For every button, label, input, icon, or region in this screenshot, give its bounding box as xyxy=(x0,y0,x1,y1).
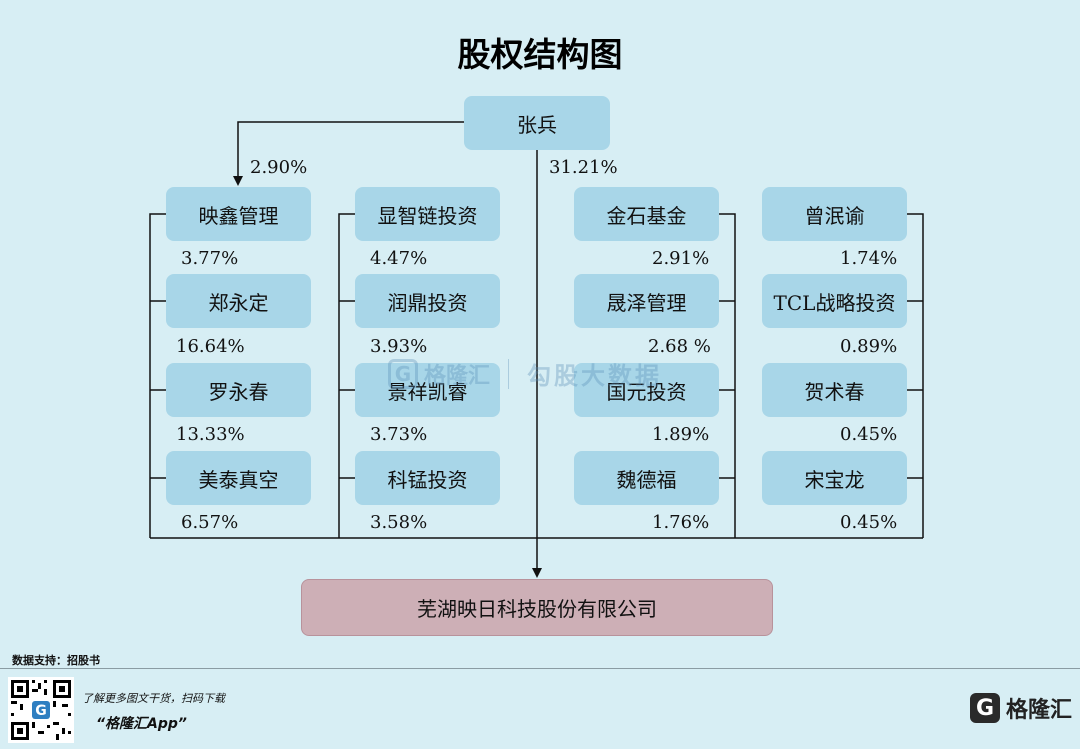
top-shareholder-box: 张兵 xyxy=(464,96,610,150)
shareholder-pct: 0.89% xyxy=(840,336,898,357)
shareholder-box: 晟泽管理 xyxy=(574,274,719,328)
shareholder-pct: 16.64% xyxy=(176,336,245,357)
chart-title: 股权结构图 xyxy=(457,35,623,74)
svg-text:G: G xyxy=(35,703,47,719)
brand-logo: G 格隆汇 xyxy=(970,692,1072,724)
shareholder-box: 国元投资 xyxy=(574,363,719,417)
shareholder-box: 映鑫管理 xyxy=(166,187,311,241)
data-source: 数据支持：招股书 xyxy=(12,654,100,667)
shareholder-box: 罗永春 xyxy=(166,363,311,417)
shareholder-pct: 3.77% xyxy=(181,248,239,269)
brand-logo-text: 格隆汇 xyxy=(1006,698,1073,723)
company-box: 芜湖映日科技股份有限公司 xyxy=(301,579,773,636)
app-name: “格隆汇App” xyxy=(96,716,187,732)
footer-divider xyxy=(0,668,1080,669)
shareholder-box: 贺术春 xyxy=(762,363,907,417)
shareholder-pct: 4.47% xyxy=(370,248,428,269)
shareholder-pct: 3.58% xyxy=(370,512,428,533)
shareholder-box: 金石基金 xyxy=(574,187,719,241)
shareholder-pct: 3.73% xyxy=(370,424,428,445)
shareholder-box: 宋宝龙 xyxy=(762,451,907,505)
shareholder-box: 魏德福 xyxy=(574,451,719,505)
promo-text: 了解更多图文干货，扫码下载 xyxy=(82,692,225,705)
top-to-yingxin-pct: 2.90% xyxy=(250,157,308,178)
qr-code-icon[interactable]: G xyxy=(8,677,74,743)
shareholder-box: TCL战略投资 xyxy=(762,274,907,328)
shareholder-pct: 2.91% xyxy=(652,248,710,269)
shareholder-box: 美泰真空 xyxy=(166,451,311,505)
shareholder-box: 景祥凯睿 xyxy=(355,363,500,417)
shareholder-pct: 2.68 % xyxy=(648,336,711,357)
brand-logo-icon: G xyxy=(970,693,1000,723)
shareholder-pct: 1.89% xyxy=(652,424,710,445)
shareholder-pct: 3.93% xyxy=(370,336,428,357)
shareholder-box: 郑永定 xyxy=(166,274,311,328)
shareholder-box: 显智链投资 xyxy=(355,187,500,241)
shareholder-box: 科锰投资 xyxy=(355,451,500,505)
shareholder-pct: 13.33% xyxy=(176,424,245,445)
shareholder-pct: 1.74% xyxy=(840,248,898,269)
shareholder-pct: 6.57% xyxy=(181,512,239,533)
shareholder-pct: 1.76% xyxy=(652,512,710,533)
shareholder-box: 润鼎投资 xyxy=(355,274,500,328)
shareholder-box: 曾泯谕 xyxy=(762,187,907,241)
shareholder-pct: 0.45% xyxy=(840,424,898,445)
shareholder-pct: 0.45% xyxy=(840,512,898,533)
top-to-company-pct: 31.21% xyxy=(549,157,618,178)
